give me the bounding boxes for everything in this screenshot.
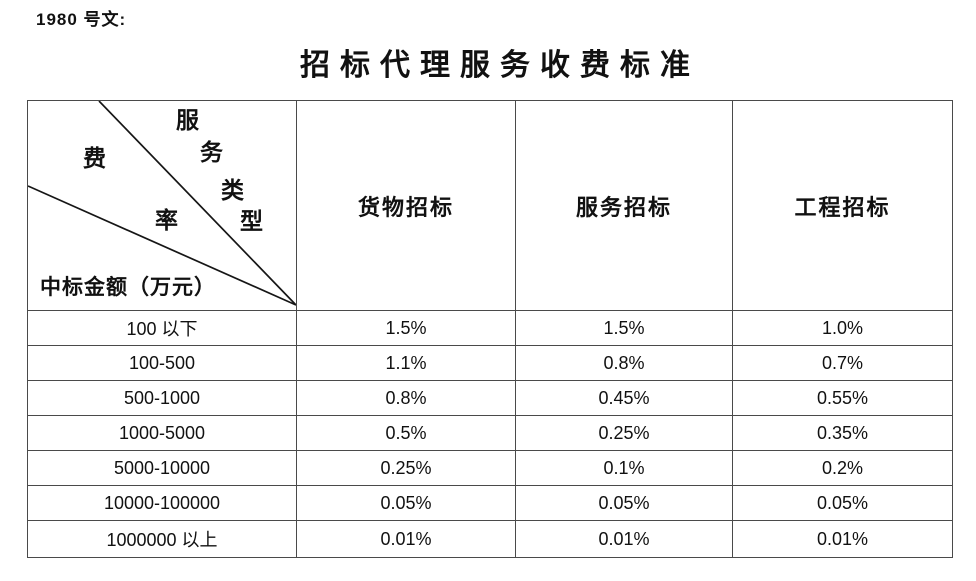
fee-rate-cell: 0.7% [732,345,953,381]
corner-fee-char: 费 [83,146,106,171]
table-row: 1000-5000 0.5% 0.25% 0.35% [27,415,953,451]
fee-rate-cell: 0.35% [732,415,953,451]
fee-rate-cell: 0.25% [296,450,516,486]
fee-rate-cell: 0.01% [515,520,733,558]
corner-service-type-char-1: 服 [176,108,199,133]
page-title: 招标代理服务收费标准 [300,49,700,82]
fee-rate-cell: 0.05% [515,485,733,521]
amount-range-cell: 10000-100000 [27,485,297,521]
column-header-goods: 货物招标 [296,100,516,311]
amount-range-cell: 1000-5000 [27,415,297,451]
fee-rate-cell: 0.2% [732,450,953,486]
fee-rate-cell: 0.1% [515,450,733,486]
amount-range-cell: 5000-10000 [27,450,297,486]
fee-rate-cell: 0.45% [515,380,733,416]
fee-rate-cell: 1.5% [515,310,733,346]
fee-rate-cell: 1.5% [296,310,516,346]
table-row: 10000-100000 0.05% 0.05% 0.05% [27,485,953,521]
fee-standard-table: 服 务 类 型 费 率 中标金额（万元） 货物招标 服务招标 工程招标 100 … [27,100,953,558]
amount-range-cell: 100-500 [27,345,297,381]
corner-service-type-char-4: 型 [240,209,263,234]
table-row: 500-1000 0.8% 0.45% 0.55% [27,380,953,416]
fee-rate-cell: 0.05% [732,485,953,521]
fee-rate-cell: 0.8% [515,345,733,381]
table-row: 5000-10000 0.25% 0.1% 0.2% [27,450,953,486]
fee-rate-cell: 1.1% [296,345,516,381]
amount-range-cell: 500-1000 [27,380,297,416]
amount-range-cell: 1000000 以上 [27,520,297,558]
fee-rate-cell: 0.8% [296,380,516,416]
table-row: 100 以下 1.5% 1.5% 1.0% [27,310,953,346]
amount-range-cell: 100 以下 [27,310,297,346]
fee-rate-cell: 0.25% [515,415,733,451]
diagonal-divider-lines [28,101,296,306]
table-row: 1000000 以上 0.01% 0.01% 0.01% [27,520,953,558]
fee-rate-cell: 0.01% [732,520,953,558]
doc-reference: 1980 号文: [36,10,127,29]
fee-rate-cell: 0.01% [296,520,516,558]
corner-service-type-char-2: 务 [200,140,223,165]
table-row: 100-500 1.1% 0.8% 0.7% [27,345,953,381]
column-header-service: 服务招标 [515,100,733,311]
fee-rate-cell: 0.5% [296,415,516,451]
corner-service-type-char-3: 类 [221,178,244,203]
corner-amount-axis-label: 中标金额（万元） [40,275,216,299]
corner-rate-char: 率 [155,208,178,233]
fee-rate-cell: 0.05% [296,485,516,521]
column-header-engineering: 工程招标 [732,100,953,311]
fee-rate-cell: 0.55% [732,380,953,416]
fee-rate-cell: 1.0% [732,310,953,346]
diagonal-corner-cell: 服 务 类 型 费 率 中标金额（万元） [27,100,297,311]
table-header-row: 服 务 类 型 费 率 中标金额（万元） 货物招标 服务招标 工程招标 [27,100,953,311]
